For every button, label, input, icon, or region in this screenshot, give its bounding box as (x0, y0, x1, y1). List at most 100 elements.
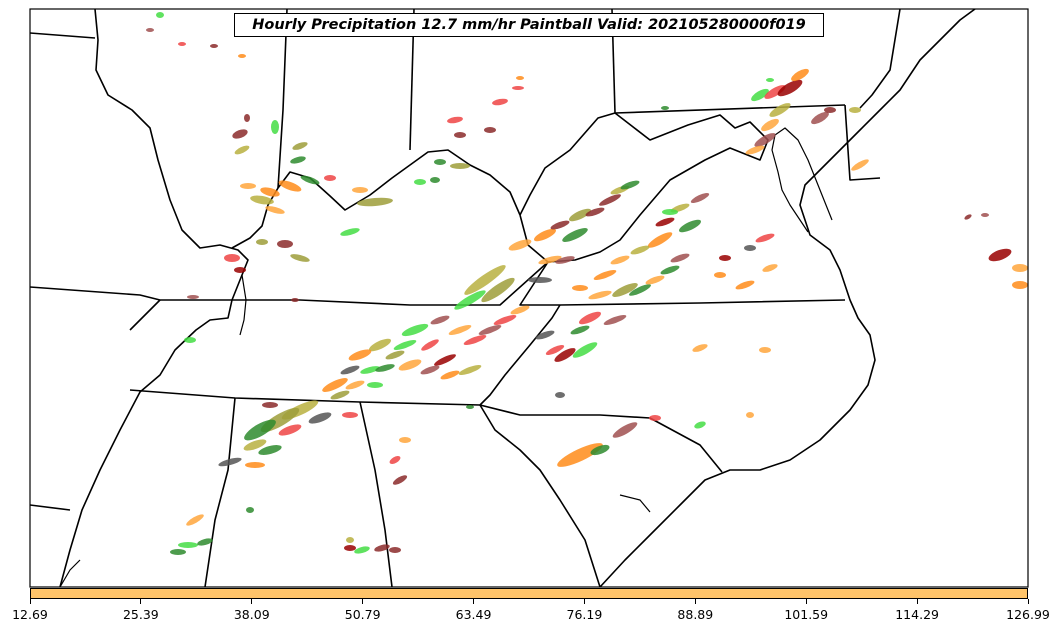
precip-blob (463, 335, 487, 345)
precip-blob (308, 412, 332, 424)
precip-blob (610, 255, 630, 265)
precip-blob (484, 127, 496, 133)
colorbar-tick-mark (583, 599, 585, 604)
georgia-south-carolina-border (479, 404, 601, 587)
precip-blob (186, 514, 204, 526)
map-frame (29, 8, 1029, 588)
precip-blob (360, 366, 380, 374)
colorbar-tick-label: 88.89 (677, 607, 714, 622)
northern-state-lines (30, 9, 901, 109)
gulf-coastline (59, 494, 651, 587)
colorbar-tick-label: 25.39 (122, 607, 159, 622)
precip-blob (754, 133, 776, 147)
mason-dixon-line (614, 104, 846, 114)
precip-blob (330, 390, 350, 400)
colorbar-tick-mark (362, 599, 364, 604)
precip-blob (719, 255, 731, 261)
colorbar-tick-mark (805, 599, 807, 604)
precip-blob (322, 378, 348, 392)
precip-blob (291, 298, 299, 302)
precip-blob (346, 537, 354, 543)
precip-blob (450, 163, 470, 169)
precip-blob (218, 457, 242, 467)
precip-blob (389, 456, 401, 464)
precip-blob (557, 443, 603, 467)
colorbar-tick-label: 76.19 (566, 607, 603, 622)
precip-blob (538, 255, 562, 265)
alabama-borders (204, 397, 393, 587)
precip-blob (258, 445, 282, 455)
precip-blob (762, 264, 778, 272)
precip-blob (342, 412, 358, 418)
precip-blob (746, 412, 754, 418)
precip-blob (447, 116, 463, 124)
precip-blob (421, 339, 439, 351)
precip-blob (645, 275, 665, 285)
precip-blob (593, 270, 617, 280)
precip-blob (824, 107, 836, 113)
precip-blob (777, 79, 803, 97)
precip-blob (751, 88, 769, 102)
precip-blob (430, 315, 450, 325)
precip-blob (246, 507, 254, 513)
south-carolina-north-carolina-border (479, 404, 723, 473)
precip-blob (568, 208, 592, 222)
precip-blob (528, 277, 552, 283)
precip-blob (292, 142, 308, 150)
precip-blob (572, 342, 598, 358)
precip-blob (348, 349, 372, 361)
colorbar-tick-mark (916, 599, 918, 604)
precip-blob (256, 239, 268, 245)
precip-blob (375, 364, 395, 372)
precip-blob (178, 42, 186, 46)
precip-blob (389, 547, 401, 553)
mississippi-louisiana-border (30, 504, 71, 511)
colorbar-tick-label: 101.59 (784, 607, 829, 622)
map-title: Hourly Precipitation 12.7 mm/hr Paintbal… (234, 13, 824, 37)
precip-blob (354, 546, 370, 554)
precip-blob (849, 107, 861, 113)
precip-blob (620, 180, 640, 190)
precip-blob (481, 277, 515, 303)
precip-blob (250, 195, 274, 205)
precip-blob (766, 78, 774, 82)
precip-blob (1012, 264, 1028, 272)
mississippi-river-border (59, 9, 249, 587)
precip-blob (401, 323, 429, 337)
precip-blob (690, 192, 710, 204)
precip-blob (694, 421, 706, 429)
precip-blob (290, 254, 310, 262)
precip-blob (414, 179, 426, 185)
precip-blob (271, 120, 279, 134)
precip-blob (454, 132, 466, 138)
precip-blob (988, 248, 1012, 262)
precip-blob (440, 370, 460, 380)
precip-blob (187, 295, 199, 299)
precip-blob (340, 228, 360, 236)
precip-blob (448, 325, 472, 335)
precip-blob (1012, 281, 1028, 289)
precip-blob (434, 354, 456, 366)
illinois-indiana-border (277, 9, 288, 189)
precip-blob (352, 187, 368, 193)
precip-blob (761, 118, 779, 132)
precip-blob (434, 159, 446, 165)
precip-blob (745, 145, 765, 155)
precip-blob (399, 437, 411, 443)
precip-blob (647, 232, 673, 248)
precip-blob (278, 180, 302, 192)
precip-blob (670, 253, 690, 263)
precip-blob (244, 419, 276, 441)
colorbar-tick-label: 63.49 (455, 607, 492, 622)
colorbar-tick-label: 12.69 (12, 607, 48, 622)
precip-blob (764, 85, 786, 99)
precip-blob (393, 340, 417, 350)
precip-blob (578, 311, 602, 325)
precip-blob (649, 415, 661, 421)
precip-blob (232, 129, 248, 139)
precip-blob (224, 254, 240, 262)
precip-blob (811, 111, 829, 125)
precip-blob (655, 217, 675, 227)
colorbar-tick-label: 114.29 (895, 607, 939, 622)
